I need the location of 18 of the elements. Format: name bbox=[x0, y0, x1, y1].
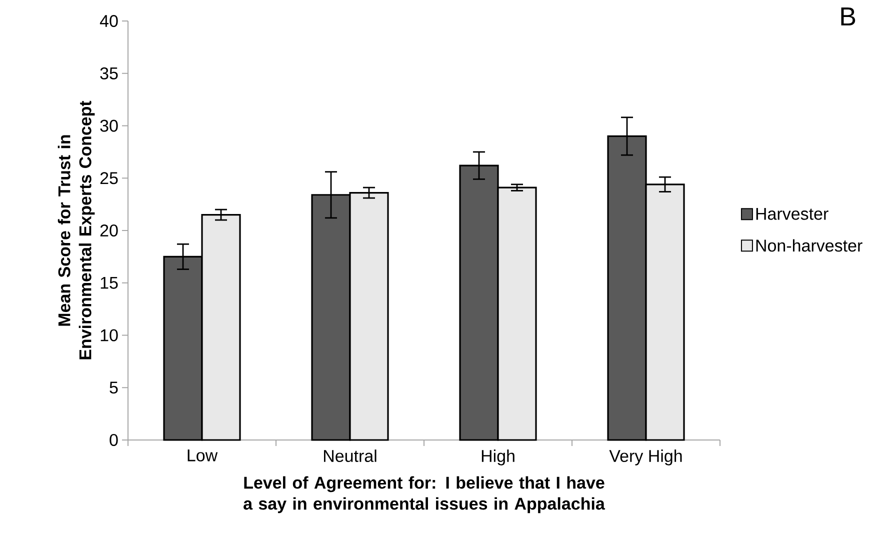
y-tick-label: 10 bbox=[100, 329, 118, 342]
x-tick-label: Neutral bbox=[324, 450, 376, 462]
y-tick-label: 25 bbox=[100, 172, 118, 184]
y-tick-label: 20 bbox=[100, 224, 118, 237]
text: B bbox=[841, 8, 856, 26]
y-tick-label: 35 bbox=[100, 67, 118, 80]
x-tick-label: High bbox=[482, 450, 514, 466]
y-tick-label: 30 bbox=[100, 120, 118, 132]
y-tick-label: 0 bbox=[110, 434, 118, 446]
x-tick-label: Low bbox=[188, 450, 218, 462]
x-tick-label: Very High bbox=[609, 450, 682, 466]
y-tick-label: 15 bbox=[100, 276, 118, 289]
legend-label: Harvester bbox=[756, 208, 828, 220]
y-tick-label: 5 bbox=[110, 382, 118, 394]
legend-label: Non-harvester bbox=[756, 239, 862, 252]
y-tick-label: 40 bbox=[100, 14, 118, 28]
x-axis-title: Level of Agreement for: I believe that I have a say in environmental issues in Appalachia bbox=[244, 476, 606, 514]
y-axis-title: Mean Score for Trust in Environmental Experts Concept bbox=[58, 100, 95, 360]
